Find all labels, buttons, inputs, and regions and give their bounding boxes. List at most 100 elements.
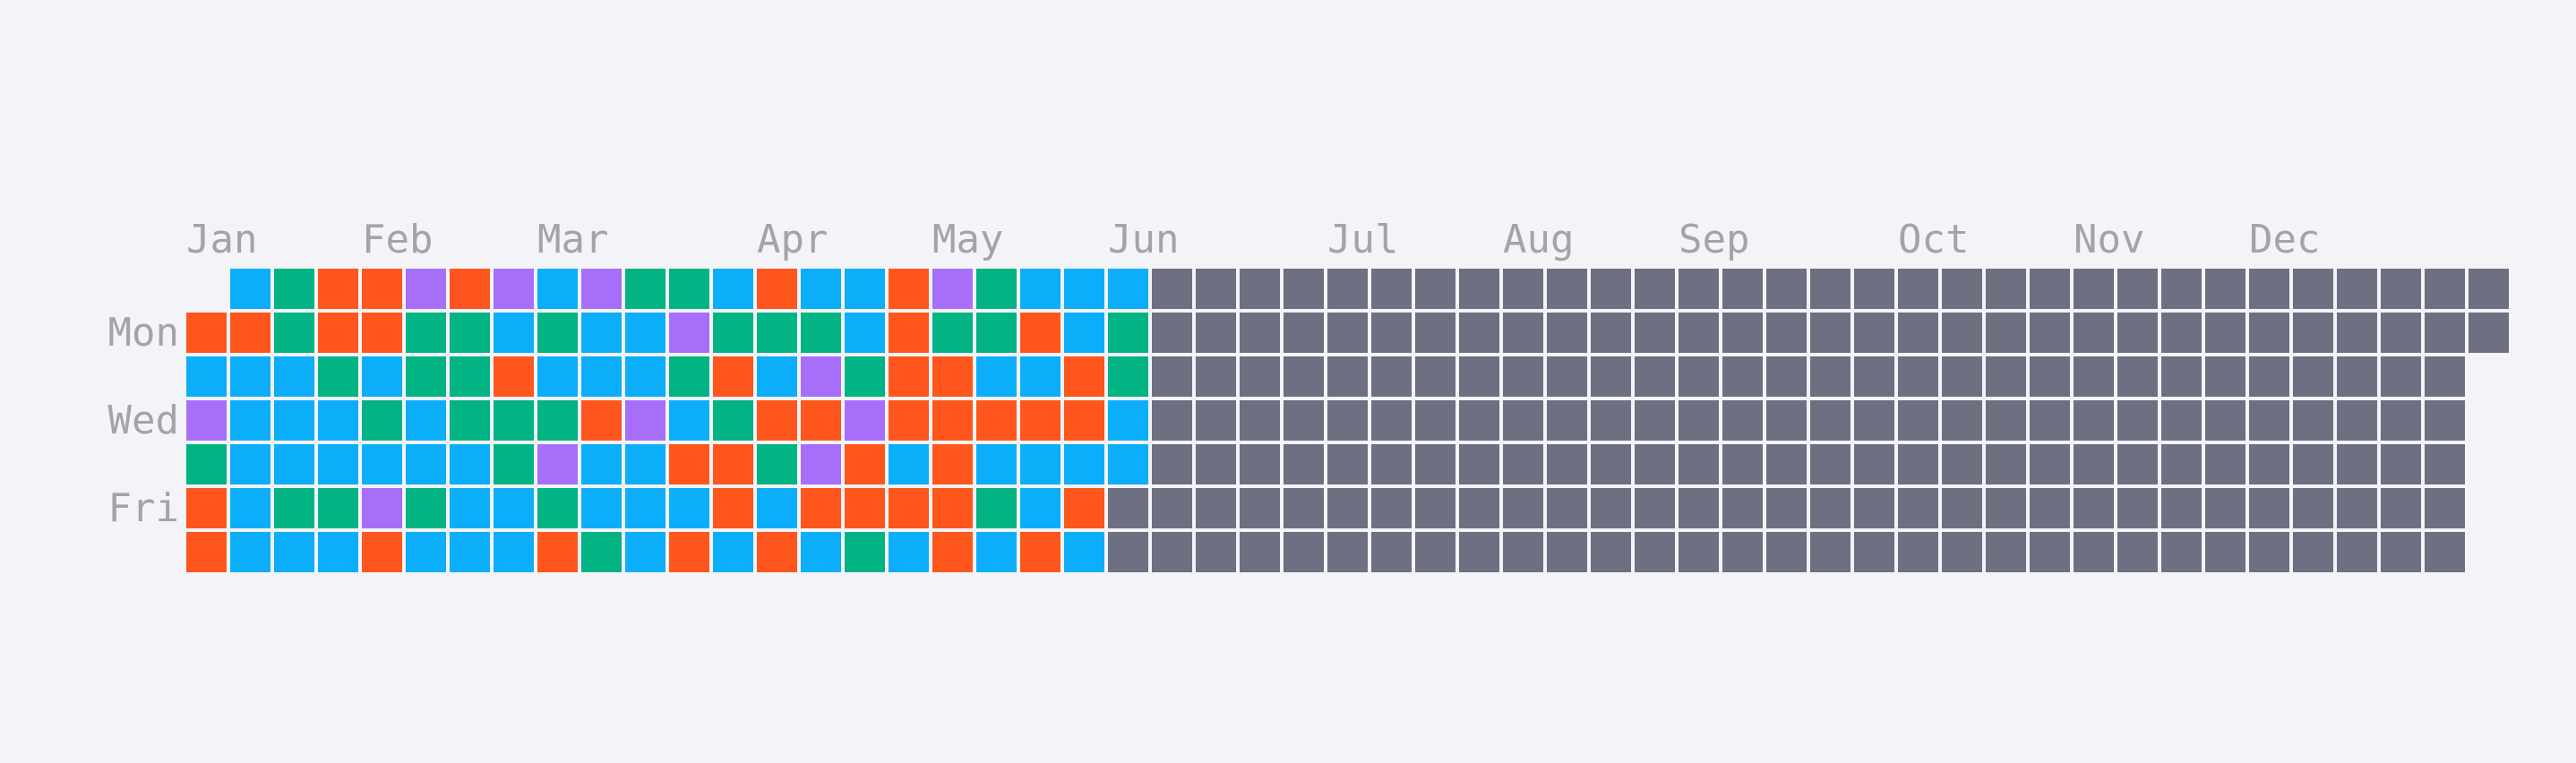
heatmap-cell bbox=[713, 488, 753, 528]
heatmap-cell bbox=[362, 269, 402, 309]
heatmap-cell bbox=[2205, 269, 2245, 309]
heatmap-cell bbox=[494, 313, 534, 353]
heatmap-cell bbox=[537, 356, 578, 397]
month-label: Nov bbox=[2074, 217, 2144, 262]
heatmap-cell bbox=[450, 444, 490, 484]
heatmap-cell bbox=[1284, 313, 1324, 353]
heatmap-cell bbox=[1108, 444, 1148, 484]
heatmap-cell bbox=[801, 400, 841, 441]
heatmap-cell bbox=[1810, 313, 1850, 353]
heatmap-cell bbox=[362, 313, 402, 353]
heatmap-cell bbox=[362, 488, 402, 528]
heatmap-cell bbox=[1459, 488, 1499, 528]
heatmap-cell bbox=[1854, 532, 1894, 572]
heatmap-cell bbox=[845, 444, 885, 484]
heatmap-cell bbox=[2425, 400, 2465, 441]
heatmap-cell bbox=[186, 488, 227, 528]
heatmap-cell bbox=[2337, 532, 2377, 572]
heatmap-cell bbox=[1679, 400, 1719, 441]
heatmap-cell bbox=[1635, 444, 1675, 484]
heatmap-cell bbox=[932, 313, 973, 353]
heatmap-cell bbox=[1327, 400, 1368, 441]
heatmap-cell bbox=[581, 313, 622, 353]
heatmap-cell bbox=[1722, 313, 1763, 353]
heatmap-cell bbox=[1547, 488, 1587, 528]
month-label: Dec bbox=[2249, 217, 2320, 262]
heatmap-cell bbox=[2293, 532, 2333, 572]
heatmap-cell bbox=[1854, 444, 1894, 484]
heatmap-cell bbox=[2161, 488, 2202, 528]
weekday-label: Mon bbox=[108, 310, 179, 356]
heatmap-cell bbox=[1020, 269, 1060, 309]
heatmap-cell bbox=[1371, 269, 1412, 309]
heatmap-cell bbox=[537, 444, 578, 484]
heatmap-cell bbox=[2381, 400, 2421, 441]
heatmap-cell bbox=[1240, 532, 1280, 572]
heatmap-cell bbox=[1547, 313, 1587, 353]
heatmap-cell bbox=[1547, 356, 1587, 397]
heatmap-cell bbox=[889, 356, 929, 397]
weekday-label: Wed bbox=[108, 398, 179, 443]
heatmap-cell bbox=[1371, 400, 1412, 441]
heatmap-cell bbox=[581, 400, 622, 441]
heatmap-cell bbox=[669, 532, 709, 572]
heatmap-cell bbox=[1240, 488, 1280, 528]
heatmap-cell bbox=[581, 532, 622, 572]
heatmap-cell bbox=[406, 356, 446, 397]
heatmap-cell bbox=[889, 400, 929, 441]
heatmap-cell bbox=[713, 400, 753, 441]
heatmap-cell bbox=[2249, 532, 2289, 572]
month-label: May bbox=[932, 217, 1003, 262]
heatmap-cells bbox=[186, 269, 2509, 572]
heatmap-cell bbox=[1327, 356, 1368, 397]
heatmap-cell bbox=[494, 356, 534, 397]
heatmap-cell bbox=[889, 444, 929, 484]
heatmap-cell bbox=[1722, 444, 1763, 484]
heatmap-cell bbox=[1766, 488, 1807, 528]
heatmap-cell bbox=[1722, 269, 1763, 309]
month-label: Jun bbox=[1108, 217, 1179, 262]
heatmap-cell bbox=[1679, 532, 1719, 572]
heatmap-cell bbox=[625, 313, 665, 353]
heatmap-cell bbox=[1635, 269, 1675, 309]
heatmap-cell bbox=[1547, 269, 1587, 309]
heatmap-cell bbox=[318, 444, 358, 484]
heatmap-cell bbox=[1679, 313, 1719, 353]
heatmap-cell bbox=[2381, 444, 2421, 484]
heatmap-cell bbox=[757, 444, 797, 484]
heatmap-cell bbox=[1942, 269, 1982, 309]
heatmap-cell bbox=[1415, 269, 1455, 309]
heatmap-cell bbox=[801, 444, 841, 484]
heatmap-cell bbox=[845, 400, 885, 441]
heatmap-cell bbox=[581, 269, 622, 309]
heatmap-cell bbox=[2249, 269, 2289, 309]
heatmap-cell bbox=[2381, 269, 2421, 309]
heatmap-cell bbox=[1635, 356, 1675, 397]
heatmap-cell bbox=[2030, 269, 2070, 309]
heatmap-cell bbox=[2161, 269, 2202, 309]
heatmap-cell bbox=[625, 269, 665, 309]
heatmap-cell bbox=[1152, 444, 1192, 484]
heatmap-cell bbox=[1503, 532, 1543, 572]
heatmap-cell bbox=[1503, 444, 1543, 484]
heatmap-cell bbox=[2205, 444, 2245, 484]
heatmap-cell bbox=[625, 488, 665, 528]
heatmap-cell bbox=[1503, 356, 1543, 397]
heatmap-cell bbox=[1766, 532, 1807, 572]
heatmap-cell bbox=[2117, 356, 2158, 397]
heatmap-cell bbox=[889, 532, 929, 572]
heatmap-cell bbox=[318, 313, 358, 353]
heatmap-cell bbox=[450, 488, 490, 528]
heatmap-cell bbox=[1240, 444, 1280, 484]
heatmap-cell bbox=[1635, 313, 1675, 353]
heatmap-cell bbox=[932, 488, 973, 528]
heatmap-cell bbox=[1327, 269, 1368, 309]
heatmap-cell bbox=[1108, 269, 1148, 309]
heatmap-cell bbox=[1679, 269, 1719, 309]
heatmap-cell bbox=[2425, 356, 2465, 397]
heatmap-cell bbox=[318, 269, 358, 309]
heatmap-cell bbox=[1240, 356, 1280, 397]
heatmap-cell bbox=[1284, 488, 1324, 528]
